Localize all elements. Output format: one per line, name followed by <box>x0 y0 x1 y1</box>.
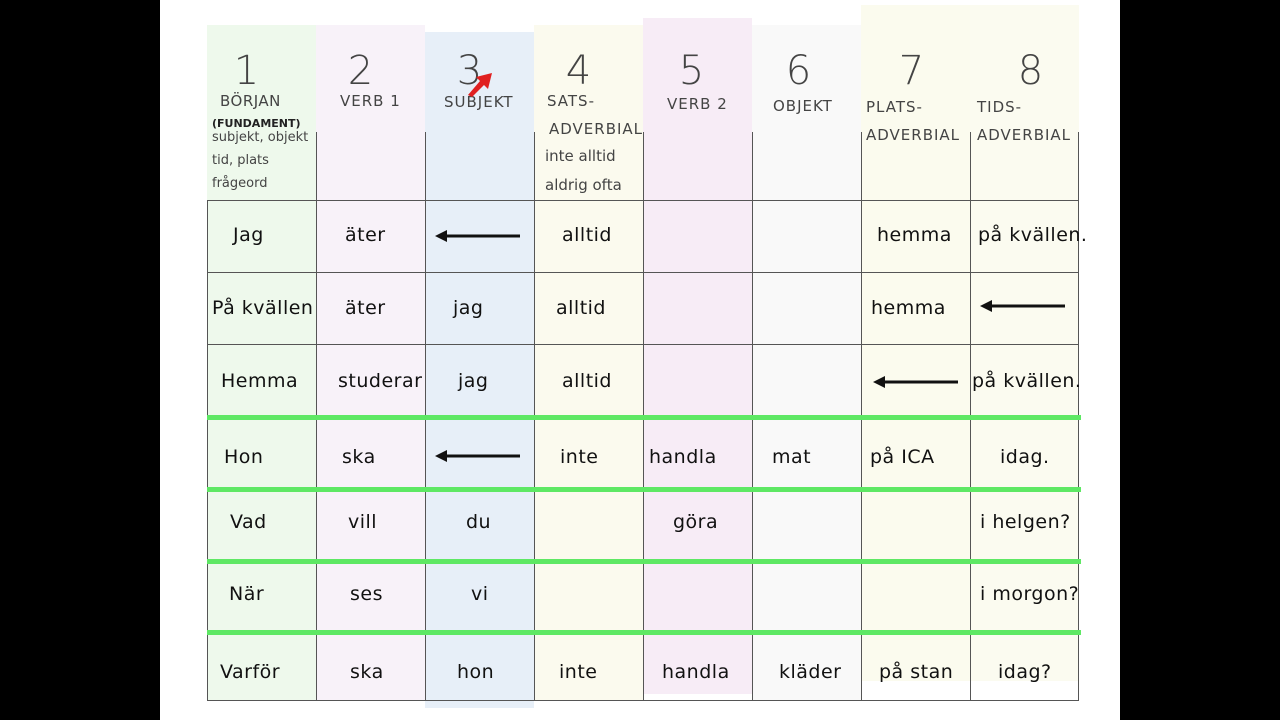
group-separator <box>207 559 1081 564</box>
column-number: 6 <box>785 48 812 94</box>
table-cell: jag <box>453 297 484 319</box>
table-cell: på kvällen. <box>978 224 1088 246</box>
grid-line <box>207 272 1079 273</box>
column-label: VERB 1 <box>340 92 401 110</box>
col7-bg <box>861 5 970 681</box>
column-label: BÖRJAN <box>220 92 281 110</box>
column-number: 2 <box>347 48 374 94</box>
column-label: OBJEKT <box>773 97 833 115</box>
table-cell: du <box>466 511 492 533</box>
col5-bg <box>643 18 752 694</box>
table-cell: jag <box>458 370 489 392</box>
col3-bg <box>425 32 534 708</box>
column-note: inte alltid <box>545 147 616 165</box>
table-cell: idag. <box>1000 446 1050 468</box>
table-cell: Jag <box>233 224 264 246</box>
table-cell: i helgen? <box>980 511 1071 533</box>
table-cell: inte <box>560 446 599 468</box>
col6-bg <box>752 25 861 701</box>
table-cell: hemma <box>877 224 952 246</box>
column-note: frågeord <box>212 176 268 191</box>
table-cell: När <box>229 583 265 605</box>
mouse-pointer-icon <box>468 73 492 97</box>
table-cell: på kvällen. <box>972 370 1082 392</box>
grid-line <box>207 344 1079 345</box>
table-cell: på stan <box>879 661 954 683</box>
column-label: SUBJEKT <box>444 93 514 111</box>
table-cell: alltid <box>562 370 612 392</box>
table-cell: mat <box>772 446 812 468</box>
table-cell: Hon <box>224 446 264 468</box>
col2-bg <box>316 25 425 701</box>
column-note: subjekt, objekt <box>212 130 309 145</box>
column-label: ADVERBIAL <box>977 126 1072 144</box>
col1-bg <box>207 25 316 701</box>
table-cell: på ICA <box>870 446 935 468</box>
column-number: 1 <box>233 48 260 94</box>
table-cell: ska <box>342 446 376 468</box>
column-note: aldrig ofta <box>545 176 622 194</box>
grid-line <box>207 200 208 701</box>
left-arrow-icon <box>435 229 521 243</box>
column-label: PLATS- <box>866 98 923 116</box>
table-cell: idag? <box>998 661 1052 683</box>
table-cell: handla <box>662 661 730 683</box>
table-cell: vi <box>471 583 489 605</box>
column-number: 4 <box>565 48 592 94</box>
column-label: ADVERBIAL <box>866 126 961 144</box>
table-cell: äter <box>345 297 386 319</box>
table-cell: handla <box>649 446 717 468</box>
column-number: 8 <box>1017 48 1044 94</box>
slide: 1 BÖRJAN (FUNDAMENT) subjekt, objekt tid… <box>160 0 1120 720</box>
column-label: ADVERBIAL <box>549 120 644 138</box>
group-separator <box>207 415 1081 420</box>
grid-line <box>207 700 1079 701</box>
table-cell: kläder <box>779 661 842 683</box>
table-cell: Vad <box>230 511 267 533</box>
table-cell: Varför <box>220 661 281 683</box>
table-cell: ska <box>350 661 384 683</box>
table-cell: hon <box>457 661 495 683</box>
table-cell: hemma <box>871 297 946 319</box>
table-cell: göra <box>673 511 719 533</box>
table-cell: alltid <box>556 297 606 319</box>
col8-bg <box>970 5 1079 681</box>
column-number: 7 <box>898 48 925 94</box>
grid-line <box>207 200 1079 201</box>
table-cell: inte <box>559 661 598 683</box>
column-label: SATS- <box>547 92 595 110</box>
table-cell: alltid <box>562 224 612 246</box>
column-number: 5 <box>678 48 705 94</box>
left-arrow-icon <box>435 449 521 463</box>
col4-bg <box>534 25 643 701</box>
column-label: TIDS- <box>977 98 1023 116</box>
table-cell: studerar <box>338 370 423 392</box>
column-label: VERB 2 <box>667 95 728 113</box>
left-arrow-icon <box>980 299 1066 313</box>
table-cell: Hemma <box>221 370 299 392</box>
column-note: tid, plats <box>212 153 269 168</box>
table-cell: På kvällen <box>212 297 314 319</box>
table-cell: ses <box>350 583 383 605</box>
table-cell: vill <box>348 511 378 533</box>
column-sublabel: (FUNDAMENT) <box>212 117 301 130</box>
table-cell: äter <box>345 224 386 246</box>
group-separator <box>207 630 1081 635</box>
left-arrow-icon <box>873 375 959 389</box>
table-cell: i morgon? <box>980 583 1080 605</box>
group-separator <box>207 487 1081 492</box>
